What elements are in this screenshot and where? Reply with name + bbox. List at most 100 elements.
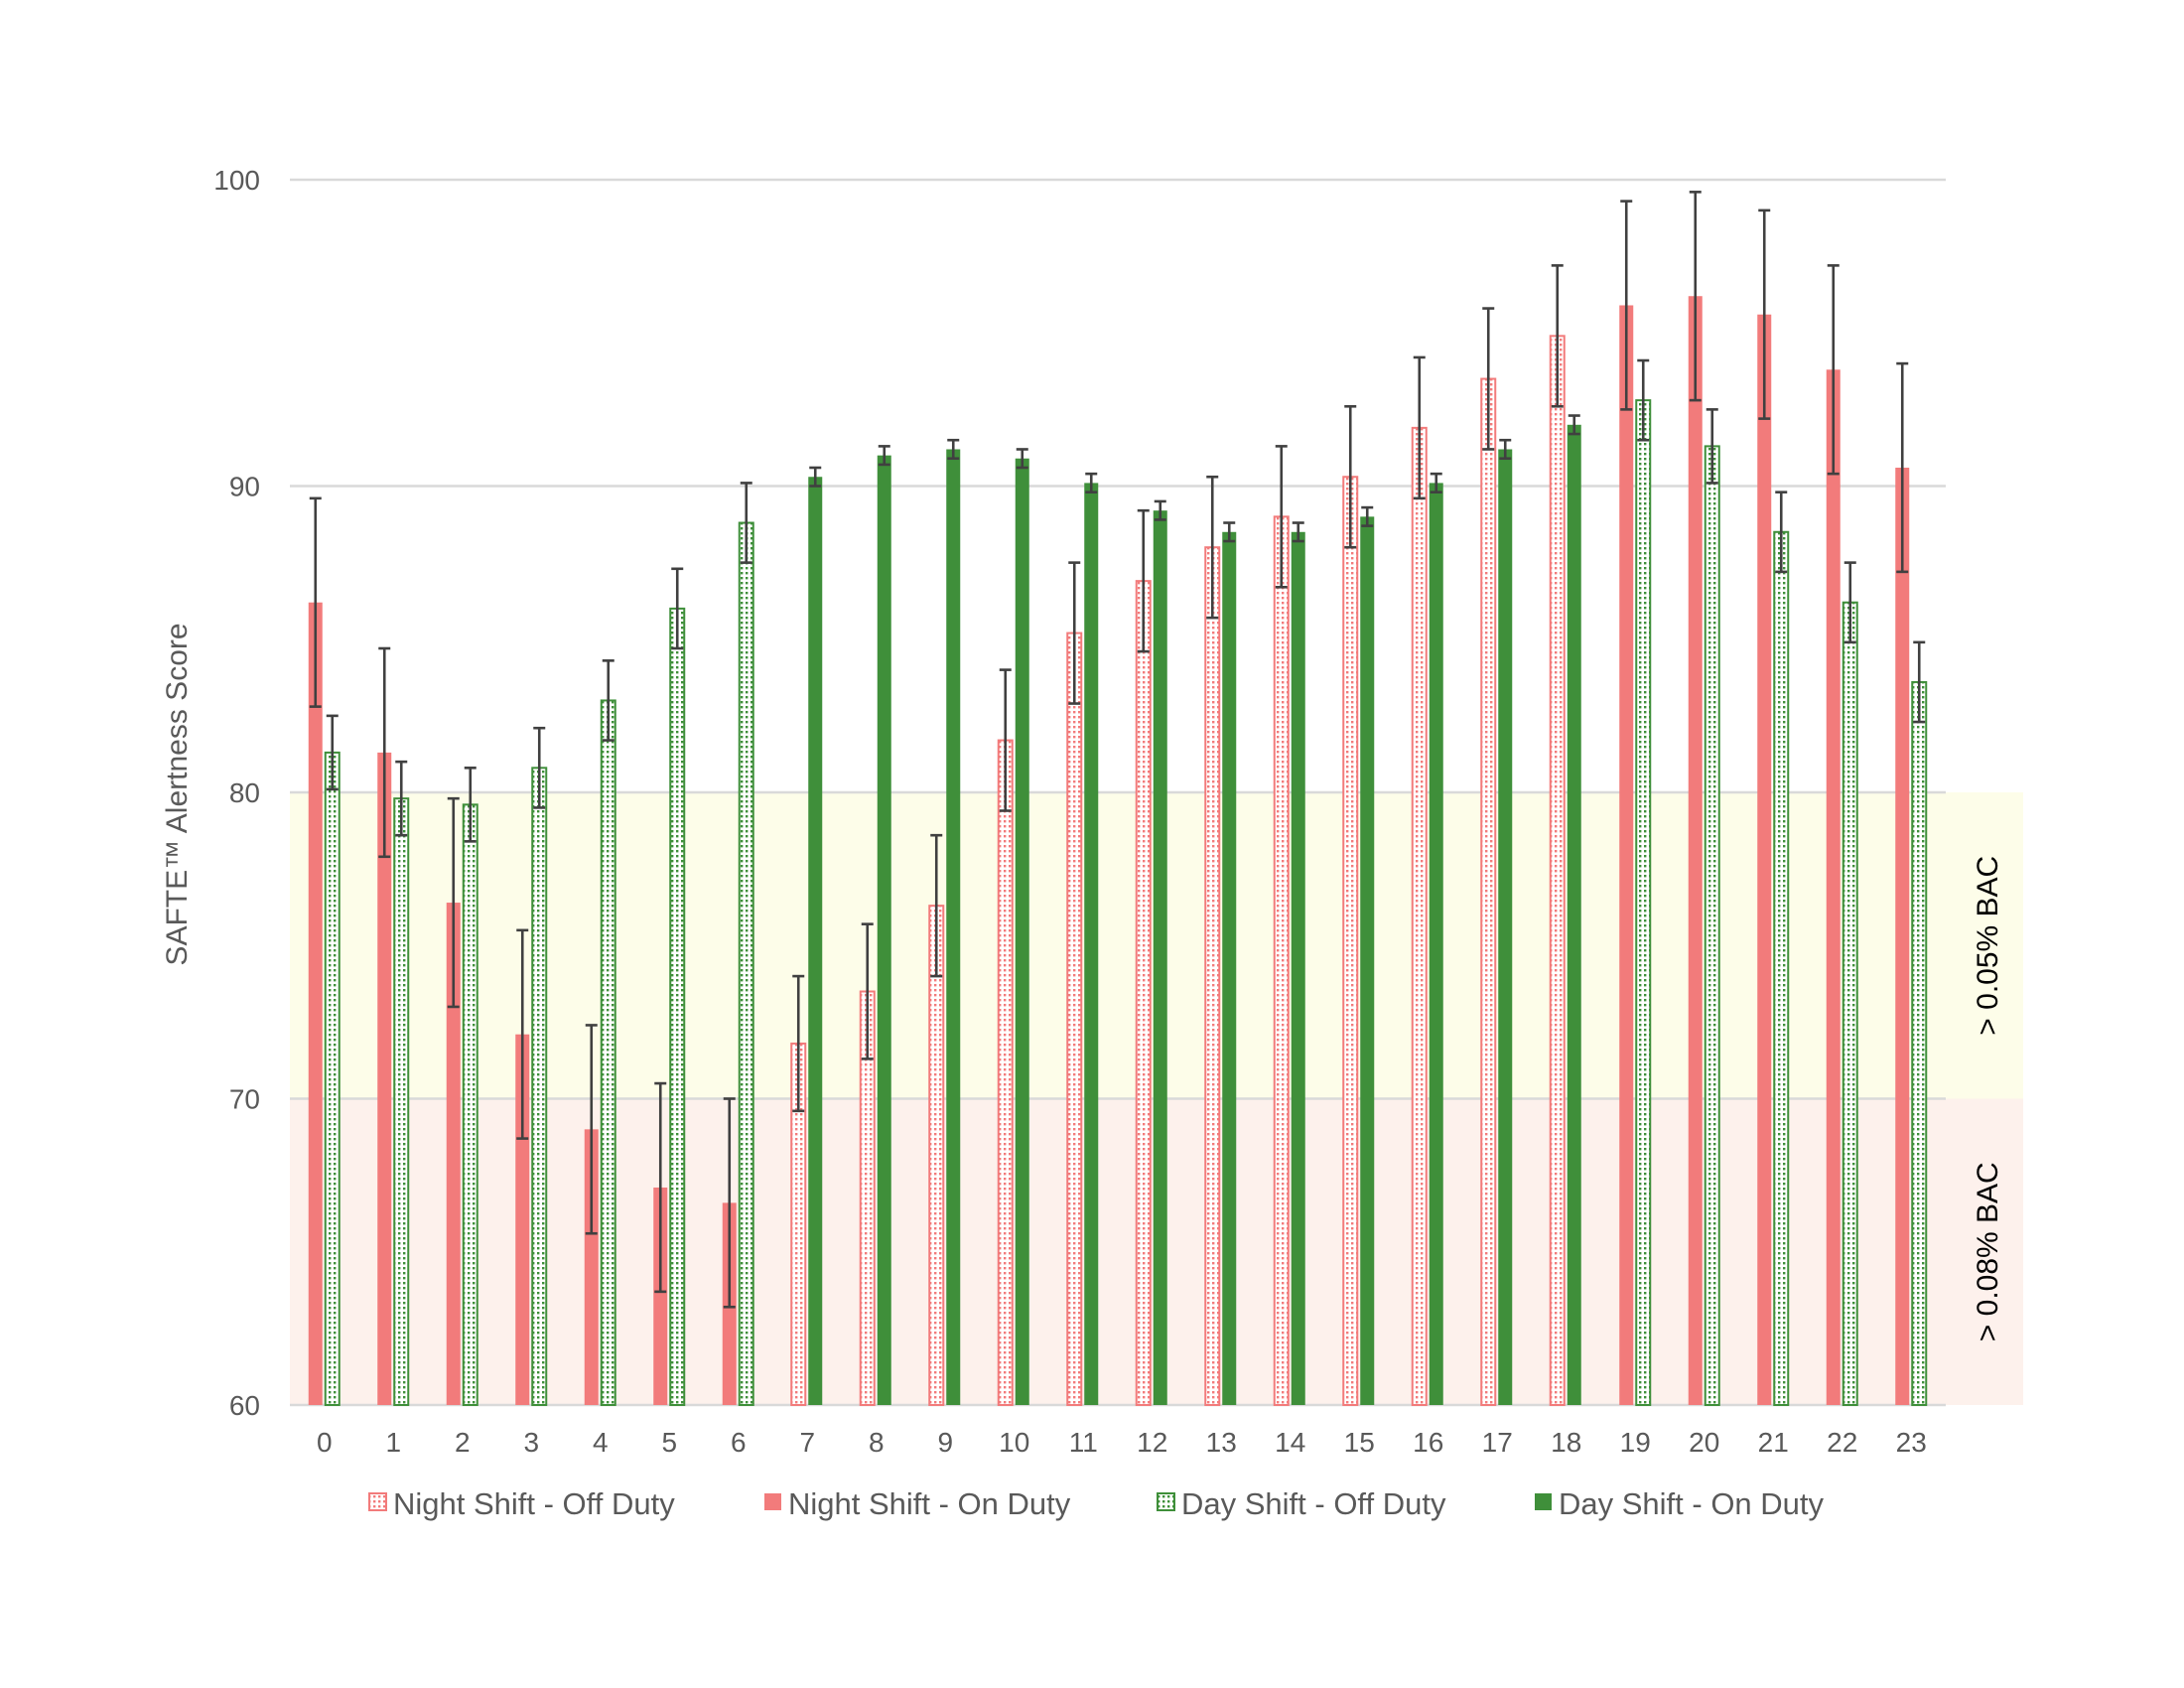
legend-swatch <box>1535 1493 1552 1510</box>
bar-night-shift-on-duty-hour-0 <box>308 602 323 1405</box>
error-bar-day-shift-on-duty-hour-12 <box>1154 499 1166 521</box>
bar-day-shift-off-duty-hour-21 <box>1773 530 1790 1406</box>
bar-day-shift-off-duty-hour-2 <box>462 803 478 1406</box>
error-bar-night-shift-on-duty-hour-1 <box>378 646 391 859</box>
x-tick-label-15: 15 <box>1344 1427 1375 1458</box>
error-bar-night-shift-on-duty-hour-0 <box>309 496 322 708</box>
bar-day-shift-off-duty-hour-22 <box>1842 601 1858 1406</box>
error-bar-night-shift-off-duty-hour-10 <box>999 668 1012 812</box>
x-tick-label-3: 3 <box>523 1427 539 1458</box>
error-bar-night-shift-off-duty-hour-15 <box>1344 404 1357 549</box>
x-tick-label-12: 12 <box>1137 1427 1167 1458</box>
bar-night-shift-off-duty-hour-17 <box>1480 377 1497 1406</box>
x-tick-label-21: 21 <box>1758 1427 1789 1458</box>
bar-day-shift-on-duty-hour-14 <box>1291 531 1305 1405</box>
y-tick-label-70: 70 <box>229 1084 260 1115</box>
x-tick-label-2: 2 <box>455 1427 471 1458</box>
error-bar-day-shift-off-duty-hour-23 <box>1913 640 1926 724</box>
bar-day-shift-on-duty-hour-18 <box>1567 424 1581 1405</box>
x-tick-label-8: 8 <box>869 1427 885 1458</box>
legend-label: Night Shift - Off Duty <box>393 1486 675 1521</box>
bar-day-shift-off-duty-hour-0 <box>324 751 341 1406</box>
error-bar-night-shift-off-duty-hour-8 <box>861 922 874 1060</box>
x-tick-label-1: 1 <box>385 1427 401 1458</box>
error-bar-night-shift-off-duty-hour-11 <box>1068 561 1081 705</box>
bar-night-shift-on-duty-hour-3 <box>515 1034 530 1405</box>
legend-label: Night Shift - On Duty <box>788 1486 1071 1521</box>
x-tick-label-22: 22 <box>1827 1427 1857 1458</box>
legend-swatch <box>368 1492 387 1511</box>
bar-day-shift-off-duty-hour-1 <box>393 797 410 1406</box>
error-bar-night-shift-off-duty-hour-16 <box>1413 355 1426 500</box>
x-tick-label-19: 19 <box>1620 1427 1651 1458</box>
bar-day-shift-on-duty-hour-9 <box>946 449 961 1406</box>
bar-night-shift-on-duty-hour-5 <box>653 1187 668 1405</box>
error-bar-night-shift-on-duty-hour-22 <box>1827 264 1840 476</box>
y-tick-label-90: 90 <box>229 472 260 502</box>
error-bar-day-shift-off-duty-hour-1 <box>395 760 408 837</box>
bar-night-shift-off-duty-hour-9 <box>928 905 945 1407</box>
bar-night-shift-on-duty-hour-23 <box>1895 467 1910 1405</box>
legend-swatch <box>1157 1492 1175 1511</box>
error-bar-night-shift-off-duty-hour-9 <box>930 833 943 978</box>
error-bar-night-shift-off-duty-hour-13 <box>1206 475 1219 620</box>
bar-day-shift-off-duty-hour-5 <box>669 607 686 1406</box>
bar-night-shift-off-duty-hour-15 <box>1342 476 1359 1406</box>
x-tick-label-5: 5 <box>661 1427 677 1458</box>
y-axis-title: SAFTE™ Alertness Score <box>161 623 194 965</box>
x-tick-label-20: 20 <box>1689 1427 1719 1458</box>
x-tick-label-11: 11 <box>1069 1427 1098 1458</box>
error-bar-day-shift-off-duty-hour-19 <box>1637 358 1650 442</box>
bar-night-shift-on-duty-hour-22 <box>1826 369 1841 1405</box>
error-bar-night-shift-on-duty-hour-3 <box>516 928 529 1140</box>
bar-night-shift-off-duty-hour-12 <box>1135 580 1152 1406</box>
bar-day-shift-on-duty-hour-8 <box>877 455 891 1405</box>
error-bar-day-shift-off-duty-hour-2 <box>464 767 477 843</box>
bar-night-shift-on-duty-hour-21 <box>1757 314 1772 1405</box>
bar-day-shift-on-duty-hour-12 <box>1153 510 1167 1405</box>
error-bar-night-shift-off-duty-hour-7 <box>792 974 805 1113</box>
y-tick-label-80: 80 <box>229 777 260 808</box>
bar-day-shift-on-duty-hour-13 <box>1222 531 1237 1405</box>
error-bar-night-shift-off-duty-hour-17 <box>1482 307 1495 451</box>
legend-item-night-shift-on-duty: Night Shift - On Duty <box>764 1486 1071 1521</box>
error-bar-day-shift-off-duty-hour-22 <box>1843 561 1856 644</box>
x-tick-label-23: 23 <box>1896 1427 1927 1458</box>
error-bar-night-shift-on-duty-hour-5 <box>654 1081 667 1294</box>
x-tick-label-17: 17 <box>1482 1427 1513 1458</box>
error-bar-day-shift-off-duty-hour-4 <box>602 659 614 742</box>
bar-day-shift-on-duty-hour-11 <box>1084 483 1099 1405</box>
error-bar-day-shift-on-duty-hour-17 <box>1499 438 1512 461</box>
bar-day-shift-on-duty-hour-7 <box>808 477 823 1405</box>
error-bar-night-shift-on-duty-hour-23 <box>1896 361 1909 574</box>
error-bar-day-shift-on-duty-hour-18 <box>1568 414 1580 436</box>
error-bar-day-shift-off-duty-hour-6 <box>740 482 752 564</box>
error-bar-night-shift-on-duty-hour-6 <box>723 1097 736 1309</box>
error-bar-night-shift-on-duty-hour-2 <box>447 796 460 1009</box>
bar-day-shift-on-duty-hour-17 <box>1498 449 1513 1406</box>
bar-day-shift-off-duty-hour-4 <box>600 699 616 1406</box>
zone-label-0: > 0.05% BAC <box>1972 856 2004 1036</box>
x-tick-label-10: 10 <box>999 1427 1029 1458</box>
bar-night-shift-on-duty-hour-1 <box>377 752 392 1405</box>
bar-day-shift-on-duty-hour-16 <box>1429 483 1443 1405</box>
bar-day-shift-off-duty-hour-6 <box>738 521 754 1406</box>
x-tick-label-16: 16 <box>1413 1427 1443 1458</box>
x-tick-label-4: 4 <box>593 1427 609 1458</box>
bar-day-shift-on-duty-hour-10 <box>1015 458 1029 1405</box>
error-bar-night-shift-on-duty-hour-4 <box>585 1024 598 1235</box>
x-tick-label-13: 13 <box>1206 1427 1237 1458</box>
bar-day-shift-off-duty-hour-23 <box>1911 680 1928 1406</box>
bar-night-shift-off-duty-hour-18 <box>1549 335 1566 1407</box>
error-bar-day-shift-on-duty-hour-11 <box>1085 472 1098 493</box>
error-bar-day-shift-on-duty-hour-8 <box>878 445 890 467</box>
legend-label: Day Shift - Off Duty <box>1181 1486 1446 1521</box>
bar-day-shift-off-duty-hour-19 <box>1635 399 1652 1406</box>
error-bar-day-shift-on-duty-hour-13 <box>1223 521 1236 543</box>
error-bar-day-shift-off-duty-hour-21 <box>1775 491 1788 574</box>
legend-label: Day Shift - On Duty <box>1559 1486 1825 1521</box>
error-bar-night-shift-on-duty-hour-21 <box>1758 209 1771 420</box>
bar-day-shift-off-duty-hour-3 <box>531 767 548 1406</box>
error-bar-night-shift-on-duty-hour-20 <box>1689 191 1702 402</box>
legend-swatch <box>764 1493 781 1510</box>
